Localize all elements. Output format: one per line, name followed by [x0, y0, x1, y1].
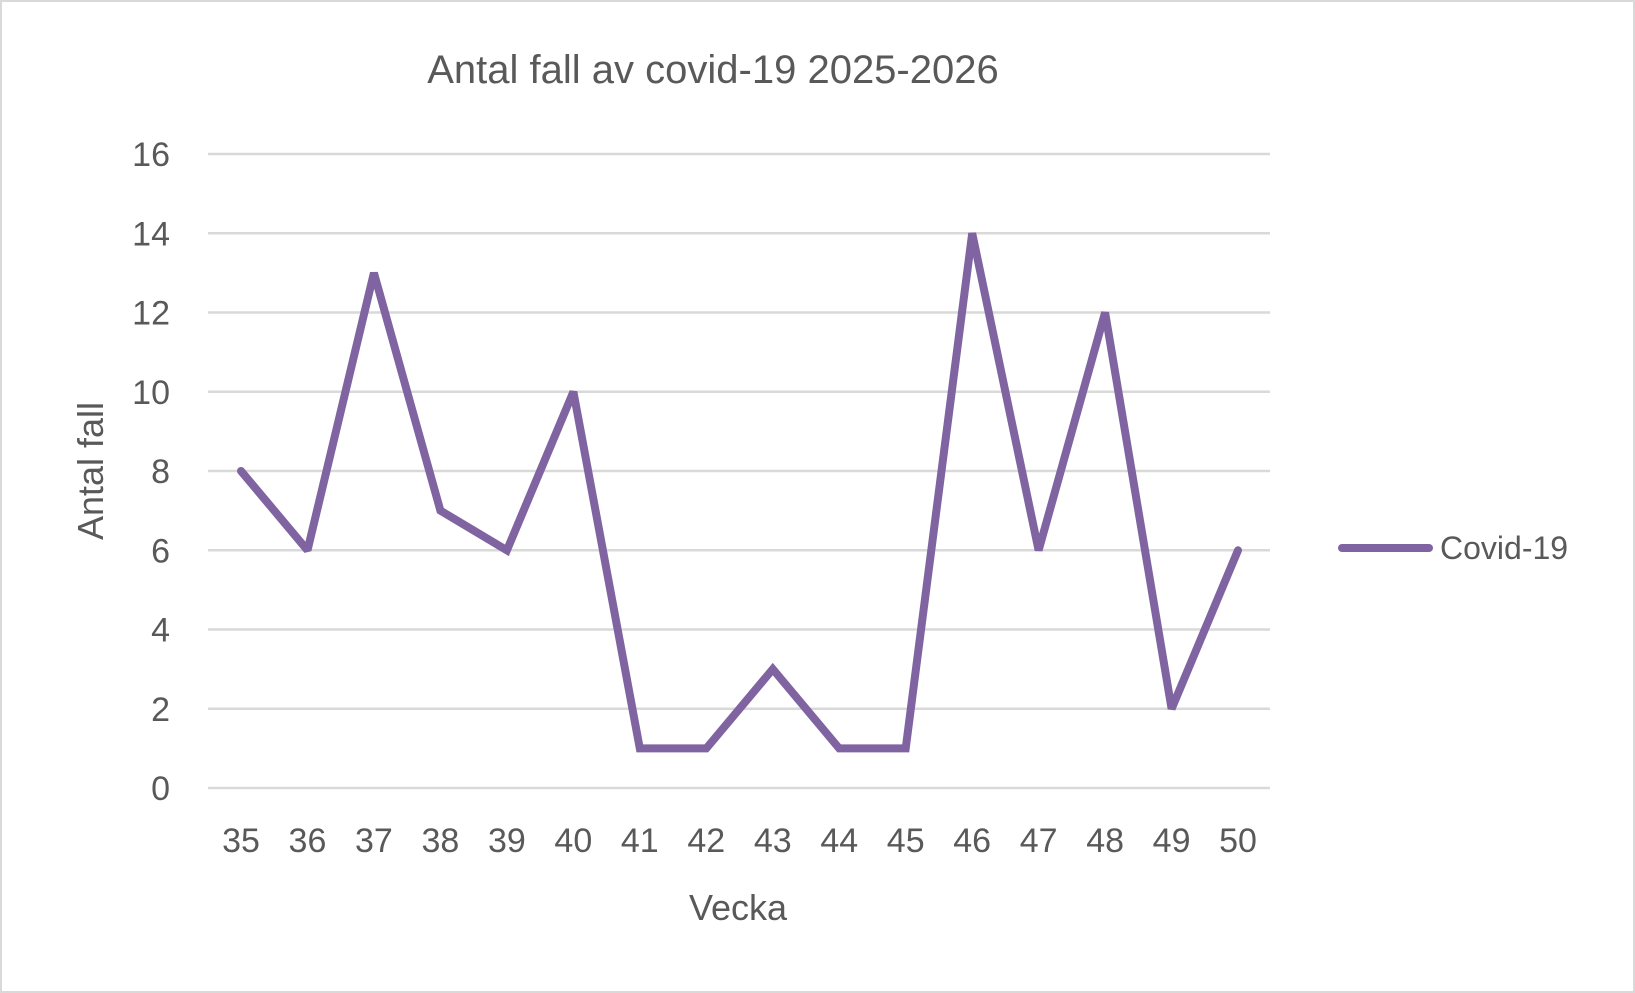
- data-point: [240, 470, 242, 472]
- y-tick-label: 8: [151, 453, 170, 491]
- data-point: [572, 391, 574, 393]
- data-point: [639, 747, 641, 749]
- x-tick-label: 35: [222, 822, 260, 860]
- data-point: [971, 232, 973, 234]
- x-tick-label: 42: [687, 822, 725, 860]
- data-point: [905, 747, 907, 749]
- x-tick-label: 38: [421, 822, 459, 860]
- x-tick-labels: 35 36 37 38 39 40 41 42 43 44 45 46 47 48 49 50: [222, 822, 1257, 860]
- x-tick-label: 37: [355, 822, 393, 860]
- y-tick-label: 12: [132, 295, 170, 333]
- y-tick-label: 10: [132, 374, 170, 412]
- gridlines: [208, 152, 1270, 790]
- series-line-covid-19: [237, 232, 1242, 753]
- series-layer: [237, 232, 1242, 753]
- y-tick-label: 16: [132, 136, 170, 174]
- x-tick-label: 43: [754, 822, 792, 860]
- data-point: [1038, 549, 1040, 551]
- data-point: [838, 747, 840, 749]
- legend-label-covid-19: Covid-19: [1440, 530, 1568, 566]
- data-point: [506, 549, 508, 551]
- x-tick-label: 40: [554, 822, 592, 860]
- x-tick-label: 44: [820, 822, 858, 860]
- data-point: [1171, 708, 1173, 710]
- chart-title: Antal fall av covid-19 2025-2026: [427, 48, 998, 92]
- data-point: [772, 668, 774, 670]
- y-tick-label: 0: [151, 770, 170, 808]
- x-tick-label: 45: [887, 822, 925, 860]
- x-tick-label: 36: [289, 822, 327, 860]
- x-tick-label: 46: [953, 822, 991, 860]
- x-tick-label: 50: [1219, 822, 1257, 860]
- y-tick-label: 14: [132, 215, 170, 253]
- data-point: [373, 272, 375, 274]
- y-tick-label: 4: [151, 612, 170, 650]
- data-point: [1237, 549, 1239, 551]
- x-tick-label: 41: [621, 822, 659, 860]
- y-axis-label: Antal fall: [70, 402, 111, 540]
- data-point: [439, 510, 441, 512]
- data-point: [705, 747, 707, 749]
- data-point: [1104, 312, 1106, 313]
- y-tick-label: 2: [151, 691, 170, 729]
- x-tick-label: 47: [1020, 822, 1058, 860]
- y-tick-labels: 0 2 4 6 8 10 12 14 16: [132, 136, 170, 808]
- data-point: [306, 549, 308, 551]
- x-axis-label: Vecka: [689, 887, 788, 928]
- x-tick-label: 39: [488, 822, 526, 860]
- x-tick-label: 49: [1153, 822, 1191, 860]
- x-tick-label: 48: [1086, 822, 1124, 860]
- legend: Covid-19: [1338, 530, 1568, 566]
- y-tick-label: 6: [151, 532, 170, 570]
